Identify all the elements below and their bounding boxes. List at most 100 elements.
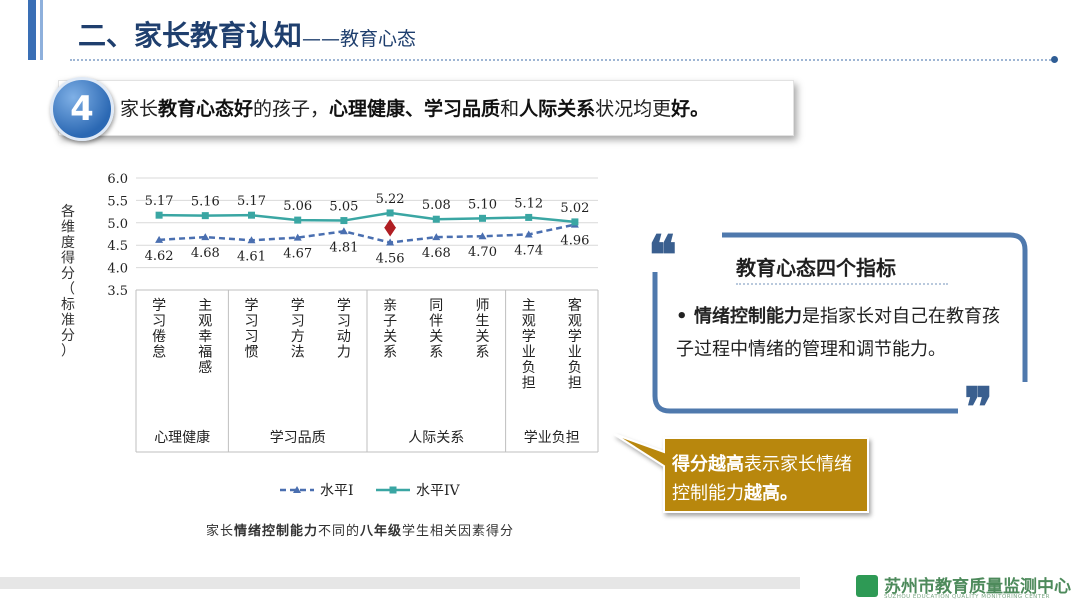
x-tick-label-char: 生 [476, 314, 490, 330]
data-label: 4.70 [468, 245, 497, 260]
data-label: 5.17 [145, 194, 174, 209]
data-label: 4.96 [560, 234, 589, 249]
x-tick-label-char: 幸 [198, 329, 212, 345]
data-label: 4.62 [145, 249, 174, 264]
x-tick-label-char: 力 [337, 345, 351, 361]
x-tick-label-char: 习 [337, 314, 351, 330]
series-2-point [340, 217, 348, 225]
x-tick-label-char: 习 [245, 314, 259, 330]
x-tick-label-char: 同 [429, 298, 443, 314]
callout-part: 表示家长情绪控制能力 [672, 454, 852, 504]
close-quote-icon: ❞ [964, 375, 994, 439]
line-chart: 3.54.04.55.05.56.0各维度得分（标准分）学习倦怠主观幸福感学习习… [61, 172, 599, 499]
group-label: 学习品质 [270, 430, 326, 446]
data-label: 5.17 [237, 194, 266, 209]
data-label: 4.56 [376, 252, 405, 267]
finding-number-badge: 4 [50, 77, 114, 141]
chart-caption: 家长情绪控制能力不同的八年级学生相关因素得分 [150, 520, 570, 539]
legend-marker-1 [293, 486, 301, 493]
y-axis-label-char: 标 [61, 297, 75, 313]
series-2-point [294, 216, 302, 224]
x-tick-label-char: 怠 [152, 345, 166, 361]
series-2-point [432, 215, 440, 223]
caption-part: 家长 [205, 524, 234, 539]
card-term: 情绪控制能力 [694, 306, 802, 327]
x-tick-label-char: 担 [568, 376, 582, 392]
x-tick-label-char: 业 [568, 345, 582, 361]
data-label: 5.05 [329, 200, 358, 215]
x-tick-label-char: 伴 [429, 314, 443, 330]
x-tick-label-char: 主 [198, 298, 212, 314]
difference-arrow-down-icon [384, 227, 397, 237]
x-tick-label-char: 关 [476, 329, 490, 345]
key-finding-text-part: 好。 [671, 98, 710, 120]
x-tick-label-char: 负 [522, 360, 536, 376]
x-tick-label-char: 子 [383, 314, 397, 330]
x-tick-label-char: 动 [337, 329, 351, 345]
key-finding-text-part: 的孩子， [253, 98, 330, 120]
data-label: 4.61 [237, 249, 266, 264]
x-tick-label-char: 方 [291, 329, 305, 345]
x-tick-label-char: 学 [291, 298, 305, 314]
card-title: 教育心态四个指标 [736, 256, 896, 280]
y-tick-label: 5.0 [107, 217, 128, 232]
x-tick-label-char: 学 [245, 298, 259, 314]
series-1-point [432, 233, 441, 241]
data-label: 5.12 [514, 196, 543, 211]
footer-bar [0, 577, 800, 589]
y-axis-label-char: 准 [61, 313, 75, 329]
page-subtitle: ——教育心态 [302, 28, 417, 50]
org-logo-icon [856, 575, 878, 597]
x-tick-label-char: 业 [522, 345, 536, 361]
y-tick-label: 6.0 [107, 172, 128, 187]
series-2-point [155, 211, 163, 219]
key-finding-banner [58, 80, 794, 136]
y-axis-label-char: 得 [61, 250, 75, 267]
card-title-divider [736, 283, 948, 285]
x-tick-label-char: 惯 [245, 344, 259, 361]
key-finding-text-part: 家长 [120, 98, 159, 120]
series-2-point [571, 218, 579, 226]
series-1-point [247, 236, 256, 244]
y-tick-label: 3.5 [107, 284, 128, 299]
series-1-point [155, 235, 164, 243]
data-label: 5.22 [376, 192, 405, 207]
x-tick-label-char: 系 [429, 345, 443, 361]
indicator-card-frame [652, 232, 1028, 414]
key-finding-text-part: 教育心态好 [158, 98, 254, 120]
caption-part: 情绪控制能力 [233, 524, 318, 539]
key-finding-text: 家长教育心态好的孩子，心理健康、学习品质和人际关系状况均更好。 [120, 94, 709, 121]
x-tick-label-char: 关 [383, 329, 397, 345]
x-tick-label-char: 负 [568, 360, 582, 376]
x-tick-label-char: 担 [522, 376, 536, 392]
y-axis-label-char: 维 [61, 220, 75, 236]
x-tick-label-char: 主 [522, 298, 536, 314]
callout-text: 得分越高表示家长情绪控制能力越高。 [672, 450, 864, 508]
x-tick-label-char: 习 [291, 314, 305, 330]
series-1-point [339, 227, 348, 235]
x-tick-label-char: 习 [152, 314, 166, 330]
data-label: 5.06 [283, 199, 312, 214]
x-tick-label-char: 习 [245, 329, 259, 345]
caption-part: 学生相关因素得分 [402, 524, 515, 539]
x-tick-label-char: 学 [522, 329, 536, 345]
y-axis-label-char: 各 [61, 204, 75, 220]
open-quote-icon: ❝ [648, 223, 678, 287]
y-tick-label: 4.0 [107, 262, 128, 277]
group-label: 心理健康 [154, 429, 210, 446]
series-2-point [201, 212, 209, 220]
y-tick-label: 5.5 [107, 194, 128, 209]
series-2-point [479, 214, 486, 222]
key-finding-text-part: 和 [500, 98, 520, 120]
x-tick-label-char: 观 [198, 314, 212, 330]
series-2-point [525, 213, 533, 221]
card-body: • 情绪控制能力是指家长对自己在教育孩子过程中情绪的管理和调节能力。 [676, 300, 1016, 366]
x-tick-label-char: 学 [337, 298, 351, 314]
x-tick-label-char: 亲 [383, 298, 397, 314]
caption-part: 八年级 [360, 524, 403, 539]
x-tick-label-char: 系 [476, 345, 490, 361]
bullet-icon: • [676, 306, 688, 327]
key-finding-text-part: 状况均更 [595, 98, 672, 120]
header-accent-bar [28, 0, 36, 60]
key-finding-text-part: 人际关系 [519, 98, 596, 120]
